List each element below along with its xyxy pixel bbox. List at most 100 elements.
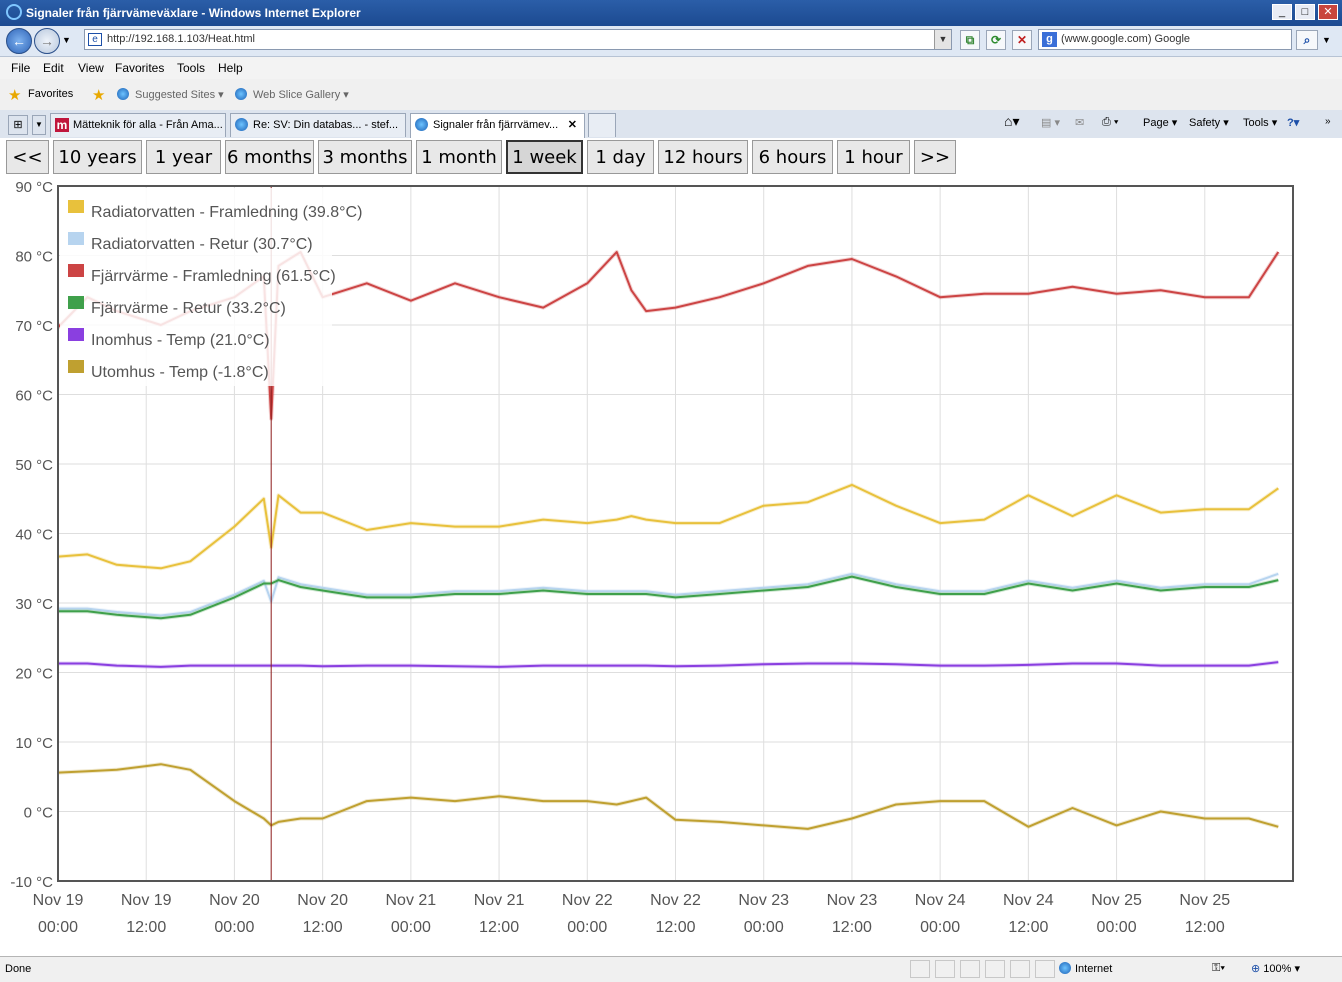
feeds-icon[interactable]: ▤ ▾ — [1041, 117, 1060, 129]
safety-menu[interactable]: Safety ▾ — [1189, 117, 1229, 129]
x-tick-date: Nov 22 — [562, 892, 613, 909]
status-segment — [1035, 960, 1055, 978]
temperature-chart[interactable]: -10 °C 0 °C 10 °C 20 °C 30 °C 40 °C 50 °C 60 °C… — [0, 178, 1342, 956]
y-tick-label: 40 °C — [15, 527, 53, 544]
close-window-button[interactable]: ✕ — [1318, 4, 1338, 20]
legend-swatch — [68, 200, 84, 213]
x-tick-time: 12:00 — [126, 919, 166, 936]
url-text: http://192.168.1.103/Heat.html — [107, 33, 255, 45]
title-bar: Signaler från fjärrvämeväxlare - Windows… — [0, 0, 1342, 26]
range-1-week-button[interactable]: 1 week — [506, 140, 583, 174]
menu-view[interactable]: View — [78, 61, 104, 75]
x-tick-time: 00:00 — [38, 919, 78, 936]
x-tick-date: Nov 21 — [474, 892, 525, 909]
menu-file[interactable]: File — [11, 61, 31, 75]
status-text: Done — [5, 963, 32, 975]
status-segment — [935, 960, 955, 978]
read-mail-icon[interactable]: ✉ — [1075, 117, 1085, 129]
status-segment — [910, 960, 930, 978]
new-tab-button[interactable] — [588, 113, 616, 137]
y-tick-label: 0 °C — [24, 805, 54, 822]
range-3-months-button[interactable]: 3 months — [318, 140, 412, 174]
range-next-button[interactable]: >> — [914, 140, 956, 174]
legend-label: Radiatorvatten - Retur (30.7°C) — [91, 236, 313, 253]
range-12-hours-button[interactable]: 12 hours — [658, 140, 748, 174]
x-tick-date: Nov 21 — [386, 892, 437, 909]
back-button[interactable]: ← — [6, 28, 32, 54]
more-tools-icon[interactable]: » — [1325, 116, 1331, 127]
x-tick-time: 00:00 — [214, 919, 254, 936]
search-button[interactable]: ⌕ — [1296, 30, 1318, 50]
range-1-day-button[interactable]: 1 day — [587, 140, 654, 174]
x-tick-time: 12:00 — [303, 919, 343, 936]
url-field[interactable]: e http://192.168.1.103/Heat.html ▼ — [84, 29, 952, 50]
legend-background — [60, 188, 332, 386]
menu-bar: File Edit View Favorites Tools Help — [0, 57, 1342, 79]
legend-label: Fjärrvärme - Framledning (61.5°C) — [91, 268, 336, 285]
x-tick-time: 12:00 — [479, 919, 519, 936]
menu-help[interactable]: Help — [218, 61, 243, 75]
range-6-months-button[interactable]: 6 months — [225, 140, 314, 174]
x-tick-time: 00:00 — [920, 919, 960, 936]
legend-label: Utomhus - Temp (-1.8°C) — [91, 364, 269, 381]
help-icon[interactable]: ?▾ — [1287, 117, 1300, 129]
home-icon[interactable]: ⌂▾ — [1004, 113, 1020, 129]
y-tick-label: 70 °C — [15, 318, 53, 335]
zoom-level[interactable]: ⊕ 100% ▾ — [1251, 963, 1300, 975]
y-tick-label: 10 °C — [15, 735, 53, 752]
suggested-sites-link[interactable]: Suggested Sites ▾ — [135, 89, 224, 101]
x-tick-time: 12:00 — [655, 919, 695, 936]
google-icon: g — [1042, 32, 1057, 47]
menu-favorites[interactable]: Favorites — [115, 61, 165, 75]
menu-tools[interactable]: Tools — [177, 61, 206, 75]
tools-menu[interactable]: Tools ▾ — [1243, 117, 1278, 129]
x-tick-time: 12:00 — [1185, 919, 1225, 936]
compatibility-view-icon[interactable]: ⧉ — [960, 30, 980, 50]
suggested-sites-icon — [117, 88, 129, 100]
security-zone[interactable]: Internet — [1059, 962, 1112, 975]
range-1-hour-button[interactable]: 1 hour — [837, 140, 910, 174]
print-icon[interactable]: ⎙ ▾ — [1102, 116, 1119, 128]
range-1-month-button[interactable]: 1 month — [416, 140, 502, 174]
range-prev-button[interactable]: << — [6, 140, 49, 174]
tab-list-icon[interactable]: ▼ — [32, 115, 46, 135]
tabs-bar: ⊞ ▼ m Mätteknik för alla - Från Ama... R… — [0, 110, 1342, 139]
x-tick-time: 00:00 — [567, 919, 607, 936]
search-options-icon[interactable]: ▼ — [1322, 35, 1331, 45]
close-tab-icon[interactable]: ✕ — [567, 119, 577, 131]
chart-svg[interactable]: -10 °C 0 °C 10 °C 20 °C 30 °C 40 °C 50 °C 60 °C… — [0, 178, 1342, 956]
range-10-years-button[interactable]: 10 years — [53, 140, 142, 174]
refresh-icon[interactable]: ⟳ — [986, 30, 1006, 50]
x-tick-date: Nov 19 — [121, 892, 172, 909]
favorites-button[interactable]: Favorites — [28, 88, 74, 100]
maximize-button[interactable]: □ — [1295, 4, 1315, 20]
favorites-star-icon: ★ — [8, 87, 22, 104]
legend-label: Inomhus - Temp (21.0°C) — [91, 332, 270, 349]
stop-icon[interactable]: ✕ — [1012, 30, 1032, 50]
range-1-year-button[interactable]: 1 year — [146, 140, 221, 174]
x-tick-time: 00:00 — [1097, 919, 1137, 936]
minimize-button[interactable]: _ — [1272, 4, 1292, 20]
range-6-hours-button[interactable]: 6 hours — [752, 140, 833, 174]
tab-signaler[interactable]: Signaler från fjärrvämev... ✕ — [410, 113, 585, 139]
quick-tabs-icon[interactable]: ⊞ — [8, 115, 28, 135]
history-dropdown-icon[interactable]: ▼ — [62, 35, 71, 45]
y-tick-label: 90 °C — [15, 179, 53, 196]
x-tick-date: Nov 25 — [1091, 892, 1142, 909]
menu-edit[interactable]: Edit — [43, 61, 64, 75]
x-tick-date: Nov 24 — [915, 892, 966, 909]
web-slice-gallery-link[interactable]: Web Slice Gallery ▾ — [253, 89, 349, 101]
x-tick-time: 00:00 — [744, 919, 784, 936]
tab-re-sv[interactable]: Re: SV: Din databas... - stef... — [230, 113, 406, 137]
y-tick-label: 50 °C — [15, 457, 53, 474]
url-dropdown-icon[interactable]: ▼ — [934, 30, 951, 49]
forward-button[interactable]: → — [34, 28, 60, 54]
add-favorite-icon[interactable]: ★ — [92, 87, 106, 104]
page-menu[interactable]: Page ▾ — [1143, 117, 1178, 129]
protected-mode-icon[interactable]: ⚿▾ — [1212, 962, 1225, 974]
address-bar: ← → ▼ e http://192.168.1.103/Heat.html ▼… — [0, 26, 1342, 57]
x-tick-date: Nov 24 — [1003, 892, 1054, 909]
x-tick-time: 00:00 — [391, 919, 431, 936]
tab-mattteknik[interactable]: m Mätteknik för alla - Från Ama... — [50, 113, 226, 137]
search-input[interactable]: g (www.google.com) Google — [1038, 29, 1292, 50]
